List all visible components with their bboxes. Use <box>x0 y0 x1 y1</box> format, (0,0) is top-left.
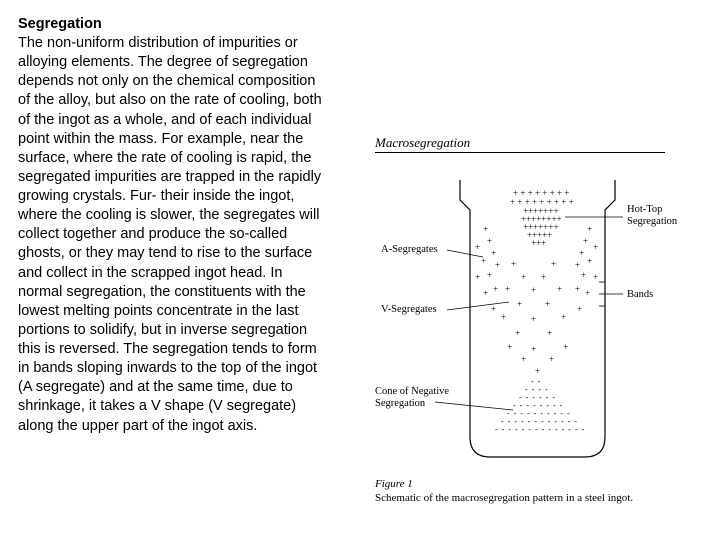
svg-text:+: + <box>549 354 554 364</box>
figure-caption-text: Schematic of the macrosegregation patter… <box>375 492 633 504</box>
svg-text:+: + <box>505 284 510 294</box>
svg-text:+: + <box>593 242 598 252</box>
svg-text:+: + <box>483 288 488 298</box>
text-column: Segregation The non-uniform distribution… <box>0 0 335 540</box>
label-hot-top-1: Hot-Top <box>627 204 662 215</box>
svg-text:+: + <box>577 304 582 314</box>
label-cone-1: Cone of Negative <box>375 386 449 397</box>
svg-text:+: + <box>515 328 520 338</box>
v-segregates: +++++ +++++ +++++ +++++ <box>501 259 568 376</box>
svg-text:+: + <box>557 284 562 294</box>
svg-text:+: + <box>491 248 496 258</box>
svg-text:+: + <box>511 259 516 269</box>
svg-text:+: + <box>593 272 598 282</box>
label-hot-top-2: Segregation <box>627 216 678 227</box>
svg-text:+: + <box>481 256 486 266</box>
svg-text:+: + <box>551 259 556 269</box>
heading: Segregation <box>18 16 329 32</box>
svg-text:+: + <box>491 304 496 314</box>
svg-text:+: + <box>563 342 568 352</box>
svg-text:+: + <box>547 328 552 338</box>
svg-text:+: + <box>575 260 580 270</box>
svg-text:+: + <box>535 366 540 376</box>
svg-text:+: + <box>579 248 584 258</box>
figure-title-rule <box>375 152 665 153</box>
svg-text:+: + <box>585 288 590 298</box>
label-cone-2: Segregation <box>375 398 426 409</box>
svg-text:+: + <box>531 344 536 354</box>
svg-text:+: + <box>517 299 522 309</box>
svg-text:+: + <box>487 236 492 246</box>
cone-negative-segregation: - - - - - - - - - - - - - - - - - - - - … <box>495 377 585 434</box>
hot-top-cluster: + + + + + + + + + + + + + + + + + ++++++… <box>510 188 574 248</box>
bands-marks <box>599 282 605 306</box>
svg-text:+: + <box>587 256 592 266</box>
svg-text:+: + <box>507 342 512 352</box>
svg-text:+: + <box>521 272 526 282</box>
svg-text:+: + <box>483 224 488 234</box>
svg-text:+: + <box>531 314 536 324</box>
svg-text:+: + <box>521 354 526 364</box>
svg-text:+: + <box>561 312 566 322</box>
svg-text:+: + <box>475 272 480 282</box>
svg-text:+: + <box>495 260 500 270</box>
svg-text:+: + <box>475 242 480 252</box>
ingot-diagram: + + + + + + + + + + + + + + + + + ++++++… <box>375 162 685 472</box>
body-text: The non-uniform distribution of impuriti… <box>18 34 329 436</box>
svg-text:+: + <box>487 270 492 280</box>
svg-text:+: + <box>531 285 536 295</box>
svg-text:+: + <box>541 272 546 282</box>
figure-column: Macrosegregation + + + + + + + + + + + +… <box>335 0 720 540</box>
svg-text:+: + <box>583 236 588 246</box>
label-a-segregates: A-Segregates <box>381 244 438 255</box>
label-bands: Bands <box>627 289 653 300</box>
svg-text:+: + <box>575 284 580 294</box>
svg-text:+: + <box>493 284 498 294</box>
svg-text:+: + <box>581 270 586 280</box>
figure-caption: Figure 1 Schematic of the macrosegregati… <box>375 478 633 506</box>
figure-number: Figure 1 <box>375 478 413 490</box>
svg-text:+: + <box>501 312 506 322</box>
svg-text:+: + <box>587 224 592 234</box>
svg-text:+: + <box>545 299 550 309</box>
figure-title: Macrosegregation <box>375 135 470 151</box>
label-v-segregates: V-Segregates <box>381 304 437 315</box>
svg-text:- - - - - - - - - - - - - -: - - - - - - - - - - - - - - <box>495 425 585 434</box>
svg-text:+++: +++ <box>531 238 546 248</box>
